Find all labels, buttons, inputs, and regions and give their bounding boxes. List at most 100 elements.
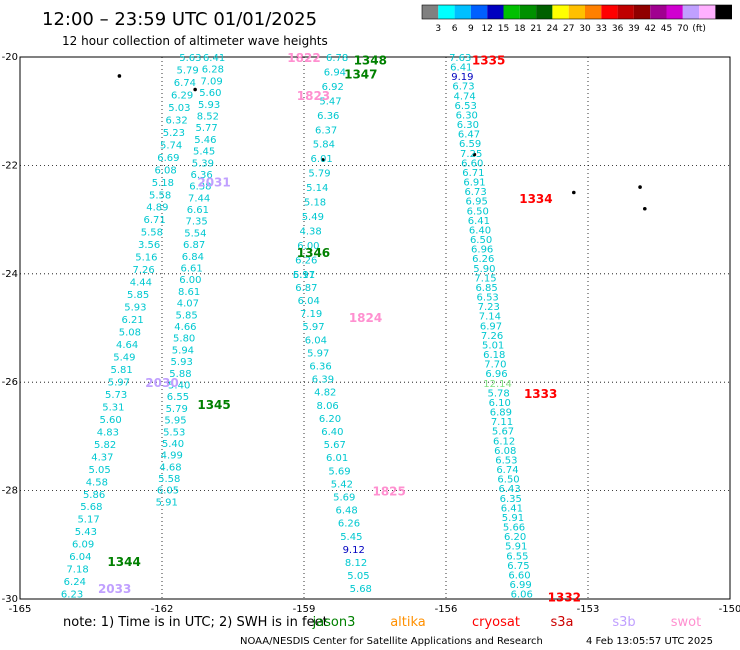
y-tick-label: -20 <box>2 52 18 63</box>
mission-legend-item: jason3 <box>312 615 356 630</box>
wave-height-value: 6.36 <box>309 361 331 372</box>
wave-height-value: 7.19 <box>300 309 322 320</box>
wave-height-value: 6.41 <box>501 503 523 514</box>
satellite-track: 6.78 6.94 6.92 5.47 6.36 6.37 5.84 6.01 5.79 5.14… <box>293 53 348 281</box>
island-marker <box>193 87 197 92</box>
wave-height-value: 5.67 <box>492 427 514 438</box>
colorbar-label: 6 <box>452 24 458 34</box>
colorbar-label: 21 <box>530 24 541 34</box>
wave-height-value: 5.14 <box>306 183 328 194</box>
wave-height-value: 5.40 <box>168 380 190 391</box>
colorbar-label: 42 <box>644 24 655 34</box>
wave-height-value: 6.26 <box>338 519 360 530</box>
wave-height-value: 6.59 <box>459 139 481 150</box>
wave-height-value: 4.38 <box>299 226 321 237</box>
wave-height-value: 6.35 <box>500 494 522 505</box>
wave-height-value: 5.43 <box>75 527 97 538</box>
wave-height-value: 5.91 <box>502 513 524 524</box>
wave-height-value: 7.26 <box>132 265 154 276</box>
wave-height-value: 5.60 <box>199 88 221 99</box>
wave-height-value: 7.35 <box>185 217 207 228</box>
colorbar-swatch <box>503 5 520 19</box>
wave-height-value: 6.61 <box>181 264 203 275</box>
pass-number: 1348 <box>354 54 387 68</box>
wave-height-value: 6.74 <box>174 78 196 89</box>
wave-height-value: 5.05 <box>347 571 369 582</box>
wave-height-value: 6.87 <box>183 240 205 251</box>
wave-height-value: 5.73 <box>105 390 127 401</box>
colorbar-swatch <box>470 5 488 19</box>
colorbar-swatch <box>536 5 553 19</box>
plot-frame <box>19 56 731 600</box>
wave-height-value: 6.04 <box>305 335 327 346</box>
colorbar-swatch <box>650 5 667 19</box>
wave-height-value: 5.39 <box>192 158 214 169</box>
colorbar-swatch <box>422 5 439 19</box>
x-tick-label: -150 <box>719 604 740 615</box>
colorbar-label: 30 <box>579 24 591 34</box>
wave-height-value: 8.52 <box>197 111 219 122</box>
colorbar-label: 18 <box>514 24 526 34</box>
wave-height-value: 5.79 <box>177 65 199 76</box>
wave-height-value: 6.50 <box>470 235 492 246</box>
satellite-track: 7.636.419.196.734.746.536.306.306.476.59… <box>449 53 533 601</box>
wave-height-value: 6.39 <box>312 375 334 386</box>
wave-height-value: 5.90 <box>473 264 495 275</box>
pass-number: 1346 <box>297 246 330 260</box>
wave-height-value: 6.61 <box>187 205 209 216</box>
wave-height-value: 6.00 <box>179 275 201 286</box>
wave-height-value: 9.19 <box>451 72 473 83</box>
wave-height-value: 5.47 <box>319 96 341 107</box>
colorbar-label: 27 <box>563 24 574 34</box>
wave-height-value: 6.97 <box>480 321 502 332</box>
wave-height-value: 5.97 <box>108 377 130 388</box>
colorbar-label: (ft) <box>692 24 706 34</box>
wave-height-value: 8.12 <box>345 558 367 569</box>
wave-height-value: 6.01 <box>326 453 348 464</box>
island-marker <box>321 158 325 162</box>
wave-height-value: 5.97 <box>302 322 324 333</box>
wave-height-value: 5.93 <box>171 357 193 368</box>
wave-height-value: 5.95 <box>164 416 186 427</box>
wave-height-value: 6.28 <box>202 65 224 76</box>
mission-legend-item: swot <box>671 615 701 630</box>
satellite-track: 6.416.287.095.605.938.525.775.465.455.39… <box>156 53 226 508</box>
wave-height-value: 5.67 <box>324 440 346 451</box>
wave-height-value: 5.18 <box>304 198 326 209</box>
island-marker <box>572 190 576 195</box>
wave-height-value: 6.20 <box>504 532 526 543</box>
wave-height-value: 6.78 <box>326 53 348 64</box>
wave-height-value: 8.61 <box>178 287 200 298</box>
colorbar-label: 70 <box>677 24 689 34</box>
colorbar-swatch <box>552 5 569 19</box>
wave-height-value: 7.63 <box>449 53 471 64</box>
satellite-track: 5.635.796.746.295.036.325.235.746.696.08… <box>61 53 202 601</box>
wave-height-value: 6.40 <box>321 427 343 438</box>
colorbar-swatch <box>633 5 651 19</box>
colorbar-swatch <box>682 5 700 19</box>
wave-height-value: 5.16 <box>135 253 157 264</box>
wave-height-value: 6.04 <box>69 552 91 563</box>
wave-height-value: 6.48 <box>335 506 357 517</box>
wave-height-value: 6.73 <box>452 82 474 93</box>
colorbar-label: 24 <box>547 24 559 34</box>
wave-height-value: 6.06 <box>511 590 533 601</box>
wave-height-value: 6.94 <box>324 67 346 78</box>
satellite-track: 6.97 6.87 6.04 7.19 5.97 6.04 5.97 6.36 6.39 4.82… <box>293 270 372 595</box>
wave-height-value: 4.68 <box>159 462 181 473</box>
colorbar-label: 45 <box>661 24 672 34</box>
wave-height-value: 4.58 <box>86 477 108 488</box>
wave-height-value: 6.41 <box>203 53 225 64</box>
pass-number: 2033 <box>98 582 131 596</box>
wave-height-value: 6.71 <box>462 168 484 179</box>
colorbar-swatch <box>699 5 716 19</box>
pass-number: 1333 <box>524 387 557 401</box>
wave-height-value: 6.96 <box>485 369 507 380</box>
wave-height-value: 6.24 <box>64 577 86 588</box>
wave-height-value: 7.25 <box>460 149 482 160</box>
wave-height-value: 5.05 <box>88 465 110 476</box>
wave-height-value: 8.06 <box>317 401 339 412</box>
x-tick-label: -153 <box>577 604 600 615</box>
wave-height-value: 4.37 <box>91 452 113 463</box>
